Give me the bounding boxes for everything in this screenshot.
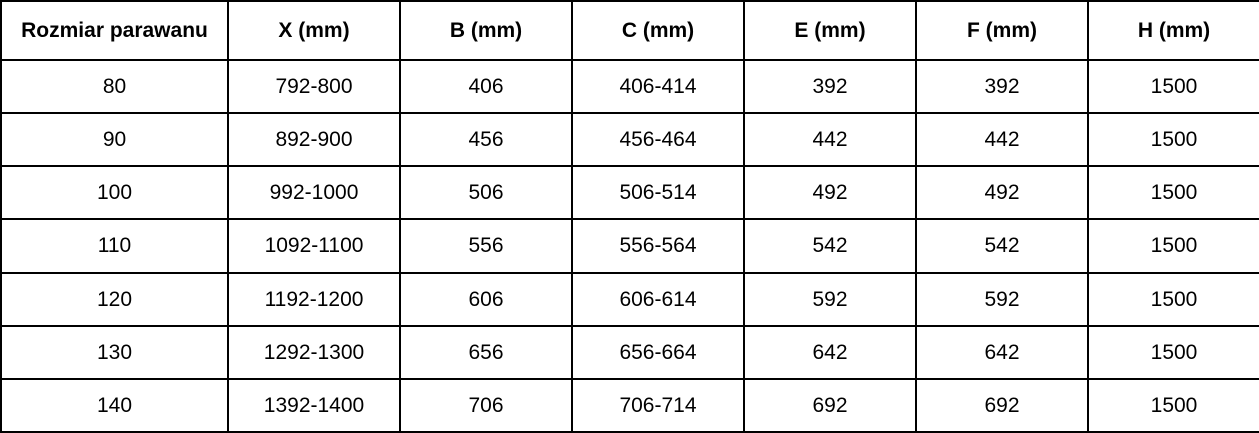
table-cell: 1092-1100 [227,218,401,274]
table-cell: 542 [915,218,1089,274]
table-cell: 456-464 [571,112,745,168]
table-cell: 592 [743,271,917,327]
table-row: 120 1192-1200 606 606-614 592 592 1500 [0,271,1259,327]
table-cell: 442 [915,112,1089,168]
table-cell: 1192-1200 [227,271,401,327]
table-row: 90 892-900 456 456-464 442 442 1500 [0,112,1259,168]
table-cell: 606 [399,271,573,327]
table-cell: 1500 [1087,165,1259,221]
table-cell: 120 [0,271,229,327]
table-cell: 706 [399,377,573,433]
table-cell: 392 [743,58,917,115]
table-cell: 656 [399,324,573,380]
table-cell: 1392-1400 [227,377,401,433]
header-cell: E (mm) [743,0,917,61]
table-cell: 706-714 [571,377,745,433]
header-cell: C (mm) [571,0,745,61]
table-cell: 406 [399,58,573,115]
table-cell: 130 [0,324,229,380]
table-cell: 556 [399,218,573,274]
table-cell: 80 [0,58,229,115]
table-cell: 456 [399,112,573,168]
table-cell: 792-800 [227,58,401,115]
table-cell: 892-900 [227,112,401,168]
table-cell: 1292-1300 [227,324,401,380]
table-cell: 692 [915,377,1089,433]
table-cell: 1500 [1087,112,1259,168]
table-cell: 1500 [1087,324,1259,380]
table-cell: 642 [915,324,1089,380]
table-cell: 606-614 [571,271,745,327]
header-cell: H (mm) [1087,0,1259,61]
table-cell: 492 [743,165,917,221]
table-cell: 642 [743,324,917,380]
table-cell: 1500 [1087,377,1259,433]
table-row: 110 1092-1100 556 556-564 542 542 1500 [0,218,1259,274]
table-cell: 1500 [1087,271,1259,327]
table-row: 130 1292-1300 656 656-664 642 642 1500 [0,324,1259,380]
table-cell: 506 [399,165,573,221]
header-row: Rozmiar parawanu X (mm) B (mm) C (mm) E (mm)… [0,0,1259,61]
table-cell: 1500 [1087,218,1259,274]
table-cell: 442 [743,112,917,168]
table-row: 140 1392-1400 706 706-714 692 692 1500 [0,377,1259,433]
table-cell: 506-514 [571,165,745,221]
table-cell: 692 [743,377,917,433]
table-cell: 556-564 [571,218,745,274]
header-cell: Rozmiar parawanu [0,0,229,61]
header-cell: B (mm) [399,0,573,61]
table-cell: 90 [0,112,229,168]
table-row: 80 792-800 406 406-414 392 392 1500 [0,58,1259,115]
table-cell: 492 [915,165,1089,221]
header-cell: F (mm) [915,0,1089,61]
table-cell: 140 [0,377,229,433]
table-cell: 992-1000 [227,165,401,221]
table-body: 80 792-800 406 406-414 392 392 1500 90 892-900 45… [0,58,1259,433]
table-cell: 656-664 [571,324,745,380]
table-header: Rozmiar parawanu X (mm) B (mm) C (mm) E (mm)… [0,0,1259,61]
table-cell: 542 [743,218,917,274]
table-cell: 100 [0,165,229,221]
table-cell: 110 [0,218,229,274]
table-row: 100 992-1000 506 506-514 492 492 1500 [0,165,1259,221]
table-cell: 392 [915,58,1089,115]
table-cell: 1500 [1087,58,1259,115]
table-cell: 592 [915,271,1089,327]
header-cell: X (mm) [227,0,401,61]
table-cell: 406-414 [571,58,745,115]
